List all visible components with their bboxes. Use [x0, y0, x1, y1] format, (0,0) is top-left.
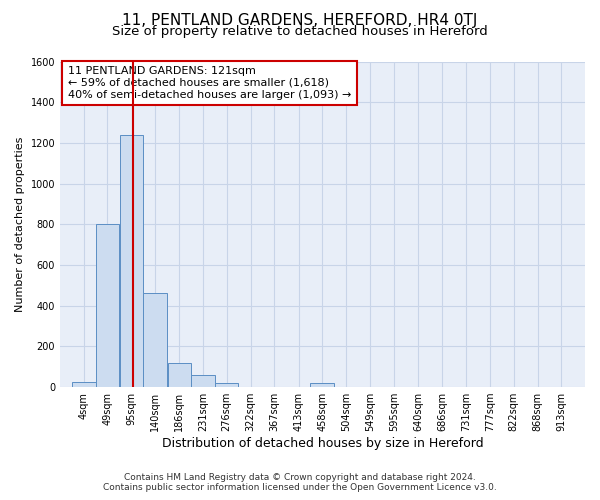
Text: Size of property relative to detached houses in Hereford: Size of property relative to detached ho…	[112, 25, 488, 38]
Bar	[119, 135, 143, 387]
Y-axis label: Number of detached properties: Number of detached properties	[15, 136, 25, 312]
Bar	[95, 224, 119, 387]
Text: Contains HM Land Registry data © Crown copyright and database right 2024.
Contai: Contains HM Land Registry data © Crown c…	[103, 473, 497, 492]
X-axis label: Distribution of detached houses by size in Hereford: Distribution of detached houses by size …	[162, 437, 484, 450]
Bar	[72, 382, 95, 387]
Bar	[215, 383, 238, 387]
Bar	[167, 362, 191, 387]
Bar	[191, 375, 215, 387]
Bar	[143, 294, 167, 387]
Text: 11 PENTLAND GARDENS: 121sqm
← 59% of detached houses are smaller (1,618)
40% of : 11 PENTLAND GARDENS: 121sqm ← 59% of det…	[68, 66, 351, 100]
Text: 11, PENTLAND GARDENS, HEREFORD, HR4 0TJ: 11, PENTLAND GARDENS, HEREFORD, HR4 0TJ	[122, 12, 478, 28]
Bar	[310, 383, 334, 387]
